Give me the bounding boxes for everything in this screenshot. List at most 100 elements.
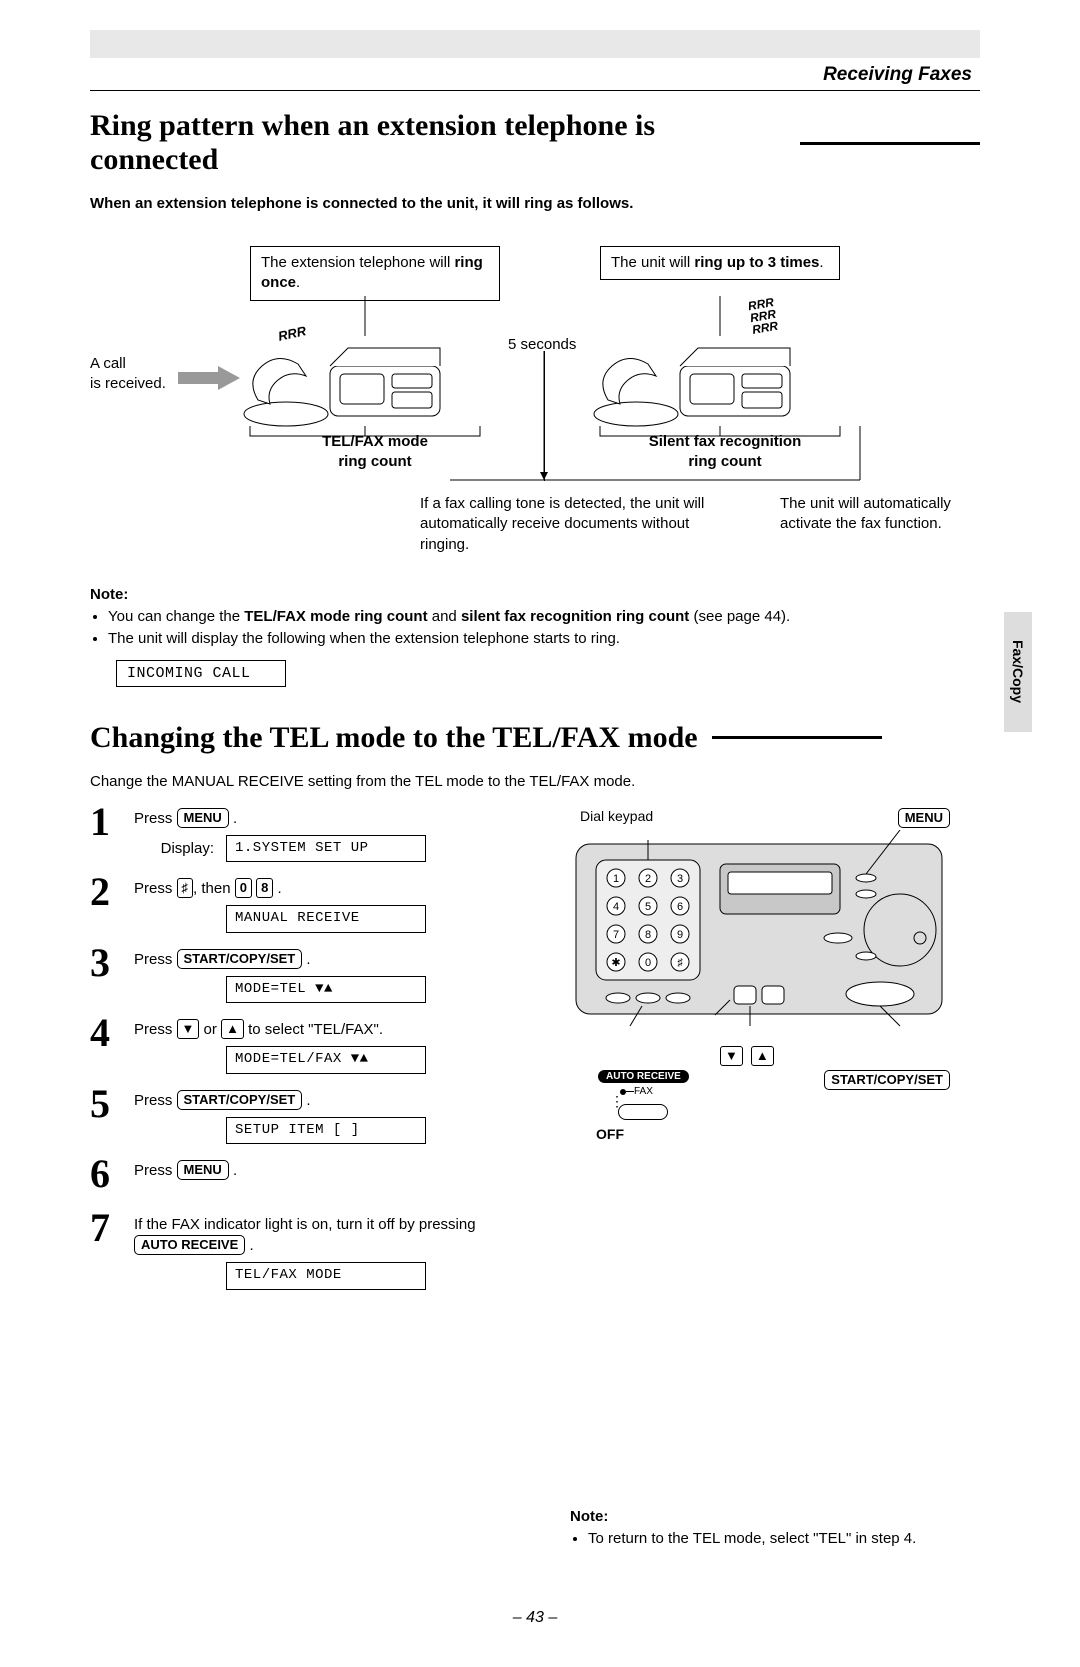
t: Press [134, 880, 177, 897]
fax-detect-text: If a fax calling tone is detected, the u… [420, 494, 740, 555]
section-header: Receiving Faxes [90, 62, 980, 91]
step-5: 5 Press START/COPY/SET . SETUP ITEM [ ] [90, 1086, 530, 1145]
lcd-incoming: INCOMING CALL [116, 660, 286, 687]
fax-activate-text: The unit will automatically activate the… [780, 494, 980, 535]
lcd-step1: 1.SYSTEM SET UP [226, 835, 426, 863]
step-3: 3 Press START/COPY/SET . MODE=TEL ▼▲ [90, 945, 530, 1004]
heading-rule [800, 142, 980, 145]
unit-text-1: The unit will [611, 254, 694, 271]
step-num: 5 [90, 1086, 120, 1122]
svg-text:0: 0 [645, 957, 651, 969]
t: Press [134, 810, 177, 827]
t: silent fax recognition ring count [461, 608, 689, 625]
t: Press [134, 1092, 177, 1109]
side-tab: Fax/Copy [1004, 612, 1032, 732]
note-item: You can change the TEL/FAX mode ring cou… [108, 607, 980, 627]
t: or [199, 1021, 221, 1038]
panel-oval-button [618, 1104, 668, 1120]
note-heading-2: Note: [570, 1508, 980, 1525]
start-copy-set-key: START/COPY/SET [177, 949, 303, 969]
step-num: 4 [90, 1015, 120, 1051]
eight-key: 8 [256, 878, 273, 898]
heading-rule [712, 736, 882, 739]
panel-auto-receive-label: AUTO RECEIVE [598, 1070, 689, 1083]
panel-illustration: 1 2 3 4 5 6 7 8 9 ✱ 0 ♯ [570, 830, 950, 1060]
svg-text:♯: ♯ [677, 957, 683, 969]
device-panel: Dial keypad MENU 1 2 3 4 5 6 7 8 [570, 808, 950, 1148]
lcd-step7: TEL/FAX MODE [226, 1262, 426, 1290]
lcd-step3: MODE=TEL ▼▲ [226, 976, 426, 1004]
intro-2: Change the MANUAL RECEIVE setting from t… [90, 773, 980, 790]
note-list-1: You can change the TEL/FAX mode ring cou… [90, 607, 980, 650]
fax-line-icon [626, 1091, 634, 1092]
lcd-step5: SETUP ITEM [ ] [226, 1117, 426, 1145]
svg-text:6: 6 [677, 901, 683, 913]
right-note: Note: To return to the TEL mode, select … [570, 1508, 980, 1549]
t: Press [134, 1021, 177, 1038]
unit-box: The unit will ring up to 3 times. [600, 246, 840, 280]
header-bar [90, 30, 980, 58]
side-tab-text: Fax/Copy [1010, 640, 1026, 703]
svg-text:✱: ✱ [611, 957, 620, 969]
svg-text:2: 2 [645, 873, 651, 885]
t: and [428, 608, 461, 625]
note-item: To return to the TEL mode, select "TEL" … [588, 1529, 980, 1549]
heading-changing-mode: Changing the TEL mode to the TEL/FAX mod… [90, 721, 980, 755]
t: Press [134, 951, 177, 968]
step-2: 2 Press ♯, then 0 8 . MANUAL RECEIVE [90, 874, 530, 933]
panel-off-label: OFF [596, 1126, 624, 1142]
step-num: 7 [90, 1210, 120, 1246]
arrow-right-icon [178, 366, 240, 390]
t: to select "TEL/FAX". [244, 1021, 383, 1038]
svg-text:9: 9 [677, 929, 683, 941]
lcd-step2: MANUAL RECEIVE [226, 905, 426, 933]
panel-arrow-keys: ▼ ▲ [720, 1046, 774, 1066]
zero-key: 0 [235, 878, 252, 898]
note-heading-1: Note: [90, 586, 980, 603]
svg-text:1: 1 [613, 873, 619, 885]
svg-text:7: 7 [613, 929, 619, 941]
panel-fax-label: FAX [634, 1086, 653, 1097]
step-4: 4 Press ▼ or ▲ to select "TEL/FAX". MODE… [90, 1015, 530, 1074]
ext-text-1: The extension telephone will [261, 254, 454, 271]
step-1: 1 Press MENU . Display: 1.SYSTEM SET UP [90, 804, 530, 863]
note-item: The unit will display the following when… [108, 629, 980, 649]
step-6: 6 Press MENU . [90, 1156, 530, 1192]
t: You can change the [108, 608, 244, 625]
page-number: – 43 – [90, 1609, 980, 1627]
start-copy-set-key: START/COPY/SET [177, 1090, 303, 1110]
note-list-2: To return to the TEL mode, select "TEL" … [570, 1529, 980, 1549]
t: , then [193, 880, 235, 897]
svg-text:8: 8 [645, 929, 651, 941]
svg-text:5: 5 [645, 901, 651, 913]
down-key: ▼ [177, 1019, 200, 1039]
diagram-connectors [240, 296, 880, 496]
panel-start-copy-set-key: START/COPY/SET [824, 1070, 950, 1090]
ring-diagram: A call is received. The extension teleph… [90, 236, 980, 576]
t: (see page 44). [689, 608, 790, 625]
step-num: 6 [90, 1156, 120, 1192]
step-num: 1 [90, 804, 120, 840]
t: If the FAX indicator light is on, turn i… [134, 1216, 476, 1233]
steps-column: 1 Press MENU . Display: 1.SYSTEM SET UP … [90, 804, 530, 1559]
heading-text: Ring pattern when an extension telephone… [90, 109, 786, 177]
svg-text:4: 4 [613, 901, 619, 913]
panel-menu-key: MENU [898, 808, 950, 828]
extension-box: The extension telephone will ring once. [250, 246, 500, 301]
step-num: 3 [90, 945, 120, 981]
up-key: ▲ [221, 1019, 244, 1039]
unit-text-2: ring up to 3 times [694, 254, 819, 271]
menu-key: MENU [177, 1160, 229, 1180]
heading-text: Changing the TEL mode to the TEL/FAX mod… [90, 721, 698, 755]
intro-1: When an extension telephone is connected… [90, 195, 980, 212]
step-num: 2 [90, 874, 120, 910]
svg-text:3: 3 [677, 873, 683, 885]
display-label: Display: [134, 838, 214, 859]
dots-icon: ⋮ [610, 1098, 622, 1104]
menu-key: MENU [177, 808, 229, 828]
hash-key: ♯ [177, 878, 194, 898]
t: TEL/FAX mode ring count [244, 608, 427, 625]
call-received-label: A call is received. [90, 354, 166, 393]
panel-down-key: ▼ [720, 1046, 743, 1066]
heading-ring-pattern: Ring pattern when an extension telephone… [90, 109, 980, 177]
